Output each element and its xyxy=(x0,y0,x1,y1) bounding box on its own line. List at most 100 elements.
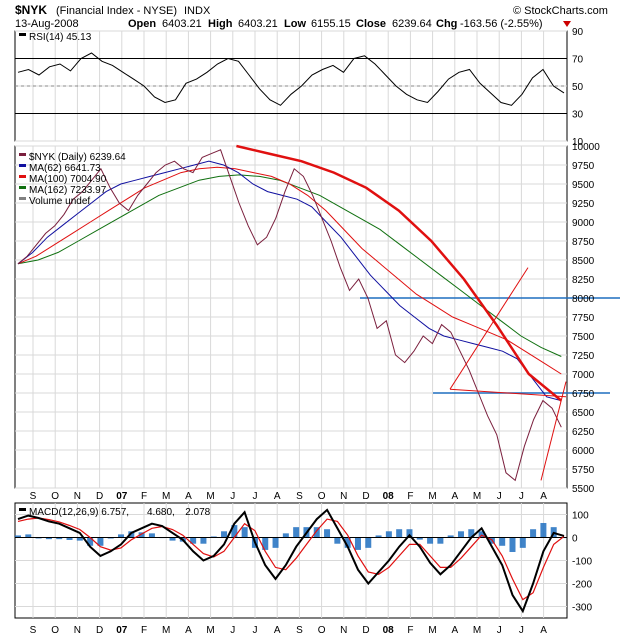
histogram-bar xyxy=(231,525,238,538)
month-label: A xyxy=(451,491,458,502)
month-label: M xyxy=(473,491,481,502)
month-label: D xyxy=(362,625,369,636)
close-label: Close xyxy=(356,18,386,30)
histogram-bar xyxy=(293,527,300,538)
month-axis-top: S O N D 07 F M A M J J A S O N D 08 F M A M J J A xyxy=(30,491,548,502)
legend-swatch xyxy=(19,508,26,511)
y-tick-label: 9000 xyxy=(572,218,595,229)
watermark: © StockCharts.com xyxy=(513,5,608,17)
legend-entry: MACD(12,26,9) 6.757, xyxy=(29,507,129,518)
y-tick-label: 9750 xyxy=(572,161,595,172)
legend-entry: Volume undef xyxy=(29,196,90,207)
month-label: S xyxy=(296,625,303,636)
y-tick-label: 6000 xyxy=(572,446,595,457)
month-label: D xyxy=(96,491,103,502)
y-tick-label: 10 xyxy=(572,137,584,148)
histogram-bar xyxy=(334,537,341,544)
legend-swatch xyxy=(19,164,26,167)
legend-entry: MA(100) 7004.90 xyxy=(29,174,107,185)
month-label: N xyxy=(340,625,347,636)
histogram-bar xyxy=(396,529,403,538)
y-tick-label: 70 xyxy=(572,55,584,66)
month-label: M xyxy=(162,625,170,636)
month-label: 08 xyxy=(383,491,395,502)
chg-value: -163.56 (-2.55%) xyxy=(460,18,543,30)
month-label: O xyxy=(51,491,59,502)
month-label: J xyxy=(497,625,502,636)
legend-swatch xyxy=(19,197,26,200)
histogram-bar xyxy=(416,537,423,540)
y-tick-label: -300 xyxy=(572,603,592,614)
channel-line xyxy=(449,388,567,398)
symbol-title: $NYK xyxy=(15,3,47,17)
histogram-bar xyxy=(427,537,434,544)
legend-swatch xyxy=(19,153,26,156)
legend-entry: MA(162) 7233.97 xyxy=(29,185,107,196)
series-line xyxy=(17,508,565,614)
ohlc-readout: Open 6403.21 High 6403.21 Low 6155.15 Cl… xyxy=(128,18,571,30)
histogram-bar xyxy=(313,527,320,538)
channel-line xyxy=(449,267,529,390)
chart-header: $NYK (Financial Index - NYSE) INDX 13-Au… xyxy=(15,3,608,30)
y-tick-label: 5750 xyxy=(572,465,595,476)
series-line xyxy=(17,149,562,482)
legend-entry: MA(62) 6641.73 xyxy=(29,163,101,174)
down-triangle-icon xyxy=(563,21,571,27)
legend-swatch xyxy=(19,33,26,36)
symbol-exchange: INDX xyxy=(184,5,211,17)
histogram-bar xyxy=(148,533,155,538)
y-tick-label: 6750 xyxy=(572,389,595,400)
low-label: Low xyxy=(284,18,306,30)
month-label: M xyxy=(428,491,436,502)
histogram-bar xyxy=(344,537,351,548)
macd-panel: -300 -200 -100 0 100 MACD(12,26,9) 6.757, 4.68… xyxy=(14,502,592,619)
symbol-name: (Financial Index - NYSE) xyxy=(56,5,177,17)
month-label: N xyxy=(74,625,81,636)
y-tick-label: 90 xyxy=(572,27,584,38)
histogram-bar xyxy=(447,535,454,538)
histogram-bar xyxy=(262,537,269,550)
histogram-bar xyxy=(107,537,114,539)
month-label: F xyxy=(141,491,147,502)
histogram-bar xyxy=(56,537,63,540)
y-tick-label: 0 xyxy=(572,534,578,545)
y-tick-label: 8500 xyxy=(572,256,595,267)
histogram-bar xyxy=(221,531,228,538)
histogram-bar xyxy=(540,523,547,538)
series-line xyxy=(17,166,562,375)
month-label: D xyxy=(96,625,103,636)
month-label: O xyxy=(318,491,326,502)
legend-entry: $NYK (Daily) 6239.64 xyxy=(29,152,126,163)
legend-entry: 4.680, xyxy=(147,507,175,518)
month-label: J xyxy=(519,625,524,636)
month-label: O xyxy=(51,625,59,636)
month-label: S xyxy=(296,491,303,502)
histogram-bar xyxy=(15,535,21,538)
legend-swatch xyxy=(19,186,26,189)
open-label: Open xyxy=(128,18,156,30)
month-label: M xyxy=(473,625,481,636)
y-tick-label: 8750 xyxy=(572,237,595,248)
month-label: A xyxy=(185,491,192,502)
y-tick-label: -100 xyxy=(572,557,592,568)
month-label: 07 xyxy=(116,491,128,502)
month-label: F xyxy=(407,625,413,636)
series-line xyxy=(17,52,565,106)
histogram-bar xyxy=(375,535,382,538)
histogram-bar xyxy=(406,529,413,538)
histogram-bar xyxy=(97,537,104,546)
month-label: A xyxy=(540,625,547,636)
y-tick-label: 10000 xyxy=(572,142,600,153)
legend-swatch xyxy=(19,175,26,178)
histogram-bar xyxy=(128,531,135,538)
month-label: 08 xyxy=(383,625,395,636)
month-label: N xyxy=(74,491,81,502)
y-tick-label: 6250 xyxy=(572,427,595,438)
rsi-panel: 10 30 50 70 90 RSI(14) 45.13 xyxy=(14,27,584,148)
histogram-bar xyxy=(385,531,392,538)
month-label: M xyxy=(206,491,214,502)
open-value: 6403.21 xyxy=(162,18,202,30)
histogram-bar xyxy=(519,537,526,548)
series-line xyxy=(17,160,562,402)
